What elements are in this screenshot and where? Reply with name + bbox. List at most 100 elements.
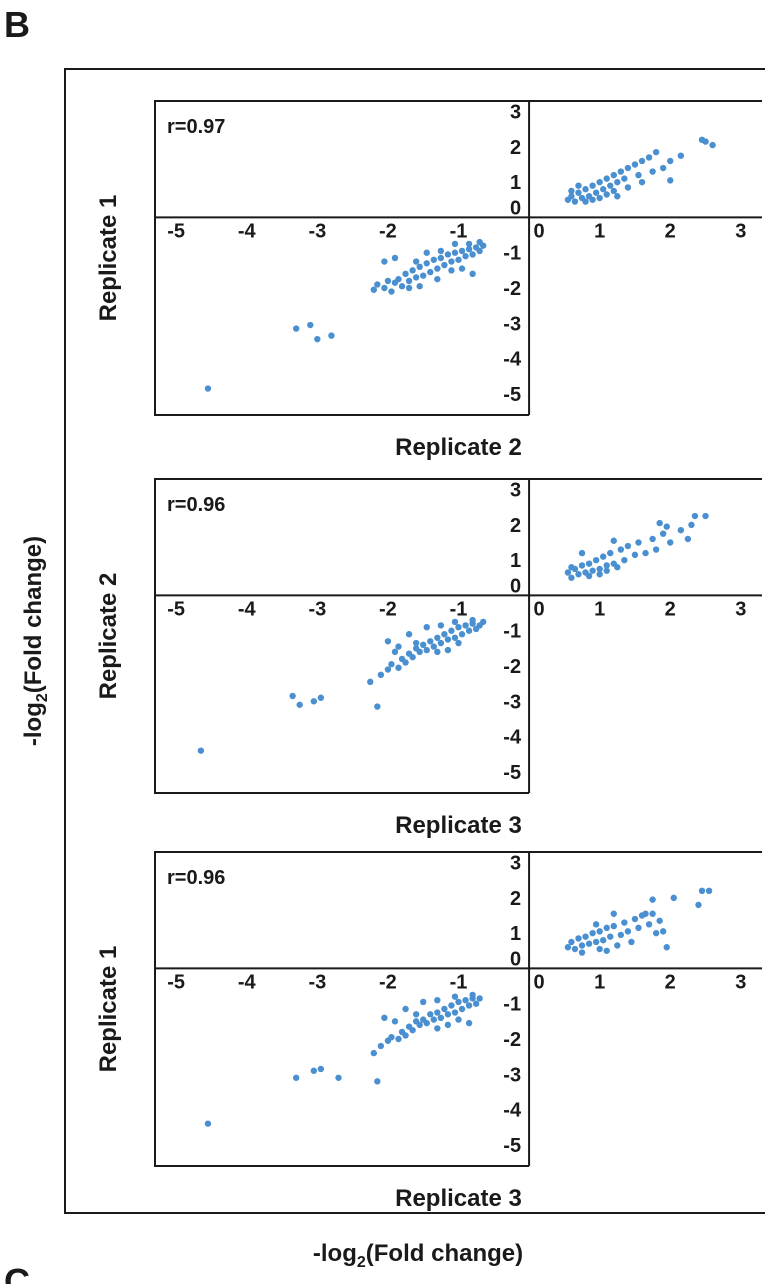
data-point	[388, 661, 395, 668]
data-point	[455, 639, 462, 647]
data-point	[307, 321, 314, 329]
x-tick-label: 0	[534, 220, 545, 242]
y-tick-label: -1	[503, 243, 521, 265]
data-point	[402, 1005, 409, 1013]
data-point	[402, 1032, 409, 1039]
data-point	[455, 256, 462, 263]
data-point	[698, 887, 706, 895]
data-point	[405, 631, 413, 638]
data-point	[663, 944, 670, 951]
data-point	[374, 1078, 381, 1085]
data-point	[444, 636, 452, 643]
x-axis-label: Replicate 2	[395, 434, 522, 461]
x-tick-label: -2	[379, 971, 397, 993]
data-point	[455, 1016, 462, 1023]
data-point	[412, 639, 420, 647]
data-point	[423, 646, 430, 654]
y-tick-label: 1	[510, 172, 521, 194]
data-point	[568, 938, 575, 946]
data-point	[631, 915, 639, 923]
data-point	[621, 175, 628, 182]
data-point	[437, 254, 445, 262]
data-point	[575, 571, 582, 578]
x-tick-label: 3	[735, 971, 746, 993]
data-point	[388, 288, 395, 295]
y-tick-label: 0	[510, 575, 521, 597]
data-point	[444, 646, 452, 654]
data-point	[582, 198, 589, 205]
data-point	[603, 567, 610, 574]
data-point	[395, 664, 402, 671]
data-point	[592, 189, 600, 196]
y-tick-label: 2	[510, 137, 521, 159]
data-point	[465, 245, 473, 253]
data-point	[391, 254, 399, 262]
data-point	[434, 648, 441, 656]
x-axis-label: Replicate 3	[395, 812, 522, 839]
data-point	[448, 1002, 455, 1009]
data-point	[472, 1000, 480, 1007]
data-point	[434, 275, 441, 283]
data-point	[430, 643, 437, 650]
data-point	[571, 945, 579, 953]
plot-frame	[154, 100, 762, 416]
data-point	[412, 258, 420, 265]
data-point	[391, 648, 399, 656]
data-point	[596, 571, 603, 578]
y-tick-label: 1	[510, 923, 521, 945]
data-point	[575, 189, 582, 196]
data-point	[310, 1067, 318, 1074]
data-point	[621, 919, 628, 926]
data-point	[388, 1034, 395, 1041]
data-point	[398, 283, 406, 290]
data-point	[469, 991, 476, 999]
data-point	[458, 631, 466, 638]
y-axis-label: Replicate 2	[95, 573, 122, 700]
data-point	[469, 616, 476, 624]
data-point	[370, 286, 378, 293]
x-tick-label: -2	[379, 598, 397, 620]
data-point	[437, 639, 445, 647]
data-point	[656, 519, 663, 527]
data-point	[667, 539, 674, 546]
next-panel-label: C	[4, 1262, 30, 1284]
data-point	[434, 265, 441, 272]
data-point	[462, 622, 469, 629]
y-tick-label: -1	[503, 994, 521, 1016]
y-tick-label: 2	[510, 515, 521, 537]
data-point	[416, 283, 423, 290]
data-point	[444, 1021, 452, 1029]
data-point	[451, 240, 459, 248]
data-point	[568, 193, 575, 200]
data-point	[395, 1035, 402, 1043]
y-tick-label: 3	[510, 853, 521, 875]
figure-frame	[64, 68, 765, 1214]
data-point	[335, 1074, 342, 1081]
data-point	[652, 546, 660, 553]
data-point	[451, 993, 459, 1000]
data-point	[702, 512, 709, 520]
data-point	[423, 1019, 430, 1027]
data-point	[437, 247, 445, 255]
y-tick-label: -5	[503, 384, 521, 406]
data-point	[691, 512, 699, 520]
data-point	[568, 564, 575, 571]
y-tick-label: 1	[510, 550, 521, 572]
y-tick-label: -2	[503, 278, 521, 300]
data-point	[638, 157, 646, 165]
data-point	[465, 1019, 473, 1027]
outer-x-label-subscript: 2	[356, 1254, 366, 1271]
x-tick-label: 1	[594, 220, 605, 242]
data-point	[437, 1014, 445, 1022]
data-point	[374, 703, 381, 710]
data-point	[585, 940, 593, 947]
x-tick-label: -3	[308, 598, 326, 620]
data-point	[596, 565, 603, 573]
data-point	[631, 161, 639, 168]
x-tick-label: -4	[238, 220, 257, 242]
data-point	[434, 1009, 441, 1016]
x-tick-label: -1	[450, 220, 468, 242]
data-point	[328, 332, 335, 339]
data-point	[416, 648, 423, 656]
data-point	[603, 924, 610, 932]
